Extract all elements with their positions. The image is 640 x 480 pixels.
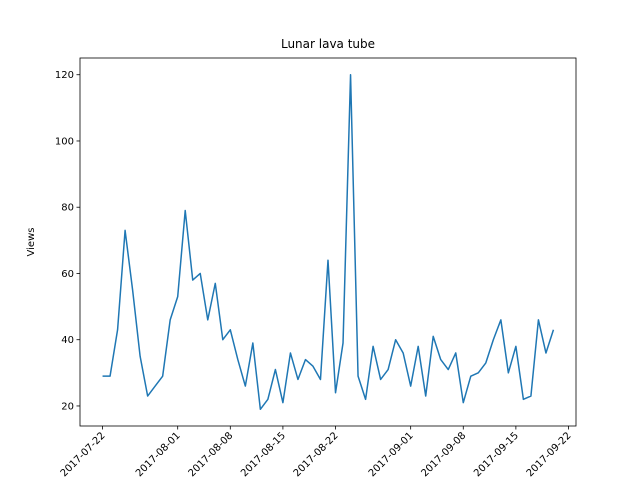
x-tick-label: 2017-08-08	[187, 430, 236, 479]
y-tick-label: 120	[55, 70, 74, 81]
x-tick-label: 2017-09-15	[472, 430, 521, 479]
x-tick-label: 2017-08-01	[134, 430, 183, 479]
x-tick-label: 2017-08-15	[239, 430, 288, 479]
y-tick-label: 20	[61, 401, 74, 412]
x-tick-label: 2017-09-08	[420, 430, 469, 479]
chart-title: Lunar lava tube	[281, 37, 375, 51]
plot-frame	[79, 57, 577, 427]
x-tick-label: 2017-09-01	[367, 430, 416, 479]
y-tick-label: 100	[55, 136, 74, 147]
y-tick-label: 80	[61, 203, 74, 214]
y-axis-label: Views	[26, 228, 37, 257]
data-line	[102, 73, 555, 411]
y-tick-label: 40	[61, 335, 74, 346]
x-tick-label: 2017-09-22	[525, 430, 574, 479]
y-tick-label: 60	[61, 269, 74, 280]
x-tick-label: 2017-08-22	[292, 430, 341, 479]
x-tick-label: 2017-07-22	[59, 430, 108, 479]
